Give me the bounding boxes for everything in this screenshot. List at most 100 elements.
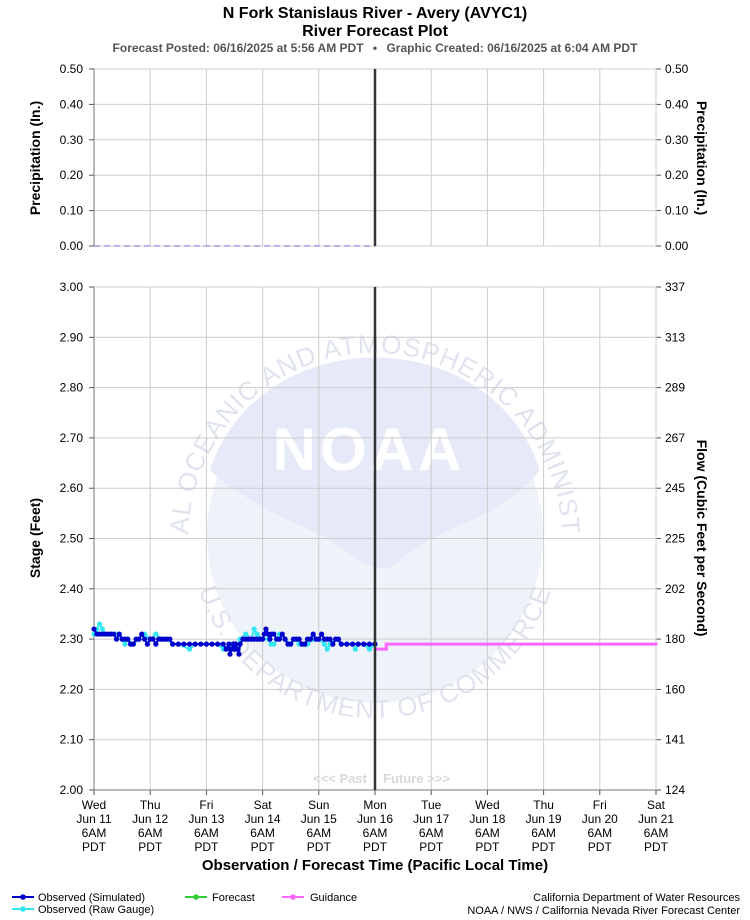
x-tick-line: 6AM xyxy=(250,826,275,840)
stage-tick-label: 2.60 xyxy=(60,481,84,495)
x-tick-line: 6AM xyxy=(644,826,669,840)
series-point-observed-simulated xyxy=(288,641,294,647)
series-point-observed-simulated xyxy=(260,636,266,642)
precip-tick-label-left: 0.00 xyxy=(60,239,84,253)
series-point-observed-simulated xyxy=(271,631,277,637)
series-point-observed-simulated xyxy=(167,636,173,642)
x-tick-line: Thu xyxy=(533,798,554,812)
series-point-observed-simulated xyxy=(91,626,97,632)
stage-tick-label: 2.00 xyxy=(60,783,84,797)
stage-tick-label: 2.70 xyxy=(60,431,84,445)
noaa-watermark: NOAA NATIONAL OCEANIC AND ATMOSPHERIC AD… xyxy=(0,0,585,725)
x-tick-line: Tue xyxy=(421,798,442,812)
series-point-observed-simulated xyxy=(338,641,344,647)
precip-tick-label-right: 0.30 xyxy=(665,133,689,147)
legend-observed-raw: Observed (Raw Gauge) xyxy=(12,904,154,916)
series-point-observed-simulated xyxy=(153,641,159,647)
x-tick-line: PDT xyxy=(138,840,163,854)
x-tick-line: Fri xyxy=(593,798,607,812)
x-tick-label: Thu Jun 19 6AM PDT xyxy=(526,798,562,854)
legend: Observed (Simulated) Observed (Raw Gauge… xyxy=(12,892,357,916)
x-tick-label: Sun Jun 15 6AM PDT xyxy=(301,798,337,854)
x-tick-line: PDT xyxy=(475,840,500,854)
x-axis-title: Observation / Forecast Time (Pacific Loc… xyxy=(202,857,548,874)
x-tick-line: Thu xyxy=(140,798,161,812)
x-tick-line: PDT xyxy=(532,840,557,854)
legend-label-raw: Observed (Raw Gauge) xyxy=(38,904,154,916)
precip-tick-label-left: 0.50 xyxy=(60,62,84,76)
legend-marker-simulated xyxy=(20,894,26,900)
x-tick-label: Fri Jun 13 6AM PDT xyxy=(188,798,224,854)
series-point-observed-raw-gauge xyxy=(99,626,106,632)
series-point-observed-simulated xyxy=(233,641,239,647)
series-point-observed-simulated xyxy=(141,636,148,642)
precip-tick-label-left: 0.30 xyxy=(60,133,84,147)
x-tick-line: PDT xyxy=(419,840,444,854)
series-point-guidance xyxy=(542,642,546,646)
series-point-observed-simulated xyxy=(227,651,233,657)
series-point-observed-simulated xyxy=(319,631,325,637)
x-tick-line: Jun 11 xyxy=(76,812,111,826)
x-tick-line: Fri xyxy=(199,798,213,812)
legend-marker-guidance xyxy=(290,894,296,900)
series-point-observed-simulated xyxy=(307,636,313,642)
series-point-observed-simulated xyxy=(349,641,356,647)
series-point-guidance xyxy=(654,642,658,646)
forecast-posted: Forecast Posted: 06/16/2025 at 5:56 AM P… xyxy=(113,41,365,55)
stage-ylabel-left: Stage (Feet) xyxy=(27,498,43,578)
series-point-observed-raw-gauge xyxy=(251,626,257,632)
x-tick-line: Wed xyxy=(82,798,106,812)
series-point-observed-raw-gauge xyxy=(352,646,358,652)
series-point-observed-simulated xyxy=(263,626,269,632)
series-point-observed-simulated xyxy=(181,641,187,647)
future-label: Future >>> xyxy=(383,771,450,786)
series-point-observed-simulated xyxy=(261,631,267,637)
legend-label-forecast: Forecast xyxy=(212,892,255,904)
flow-tick-label: 124 xyxy=(665,783,685,797)
series-point-observed-simulated xyxy=(192,641,198,647)
precip-ylabel-left: Precipitation (In.) xyxy=(27,101,43,215)
series-point-observed-simulated xyxy=(267,636,273,642)
series-point-observed-raw-gauge xyxy=(153,631,159,637)
flow-tick-label: 313 xyxy=(665,330,685,344)
stage-ticks-left: 3.00 2.90 2.80 2.70 2.60 2.50 2.40 2.30 2.20 2.10… xyxy=(60,280,84,797)
series-point-guidance xyxy=(598,642,602,646)
series-point-observed-raw-gauge xyxy=(97,621,103,627)
x-tick-line: 6AM xyxy=(306,826,331,840)
x-tick-line: PDT xyxy=(307,840,332,854)
x-tick-line: 6AM xyxy=(82,826,107,840)
series-point-observed-simulated xyxy=(125,636,131,642)
series-point-observed-raw-gauge xyxy=(271,641,277,647)
x-tick-line: 6AM xyxy=(138,826,163,840)
precip-tick-label-left: 0.10 xyxy=(60,204,84,218)
x-tick-line: 6AM xyxy=(475,826,500,840)
x-tick-line: 6AM xyxy=(194,826,219,840)
x-tick-line: 6AM xyxy=(419,826,444,840)
noaa-logo-text: NOAA xyxy=(273,416,466,483)
series-point-guidance xyxy=(384,642,388,646)
series-point-observed-simulated xyxy=(236,651,242,657)
x-tick-label: Mon Jun 16 6AM PDT xyxy=(357,798,393,854)
x-tick-line: Jun 14 xyxy=(245,812,281,826)
legend-label-guidance: Guidance xyxy=(310,892,357,904)
precip-tick-label-right: 0.10 xyxy=(665,204,689,218)
x-tick-line: Jun 19 xyxy=(526,812,562,826)
x-tick-line: Jun 21 xyxy=(638,812,674,826)
flow-tick-label: 267 xyxy=(665,431,685,445)
series-point-observed-simulated xyxy=(139,631,145,637)
series-point-observed-simulated xyxy=(310,631,316,637)
series-point-observed-simulated xyxy=(226,641,232,647)
flow-ylabel-right: Flow (Cubic Feet per Second) xyxy=(694,440,710,637)
precip-tick-label-right: 0.40 xyxy=(665,97,689,111)
series-point-observed-simulated xyxy=(355,641,361,647)
series-point-observed-simulated xyxy=(130,641,136,647)
x-tick-line: Jun 18 xyxy=(469,812,505,826)
x-tick-line: 6AM xyxy=(531,826,556,840)
legend-marker-raw xyxy=(20,906,26,912)
series-point-observed-simulated xyxy=(330,641,336,647)
series-point-observed-raw-gauge xyxy=(186,646,193,652)
series-point-observed-simulated xyxy=(111,631,117,637)
series-point-observed-simulated xyxy=(316,636,322,642)
series-point-observed-simulated xyxy=(198,641,204,647)
